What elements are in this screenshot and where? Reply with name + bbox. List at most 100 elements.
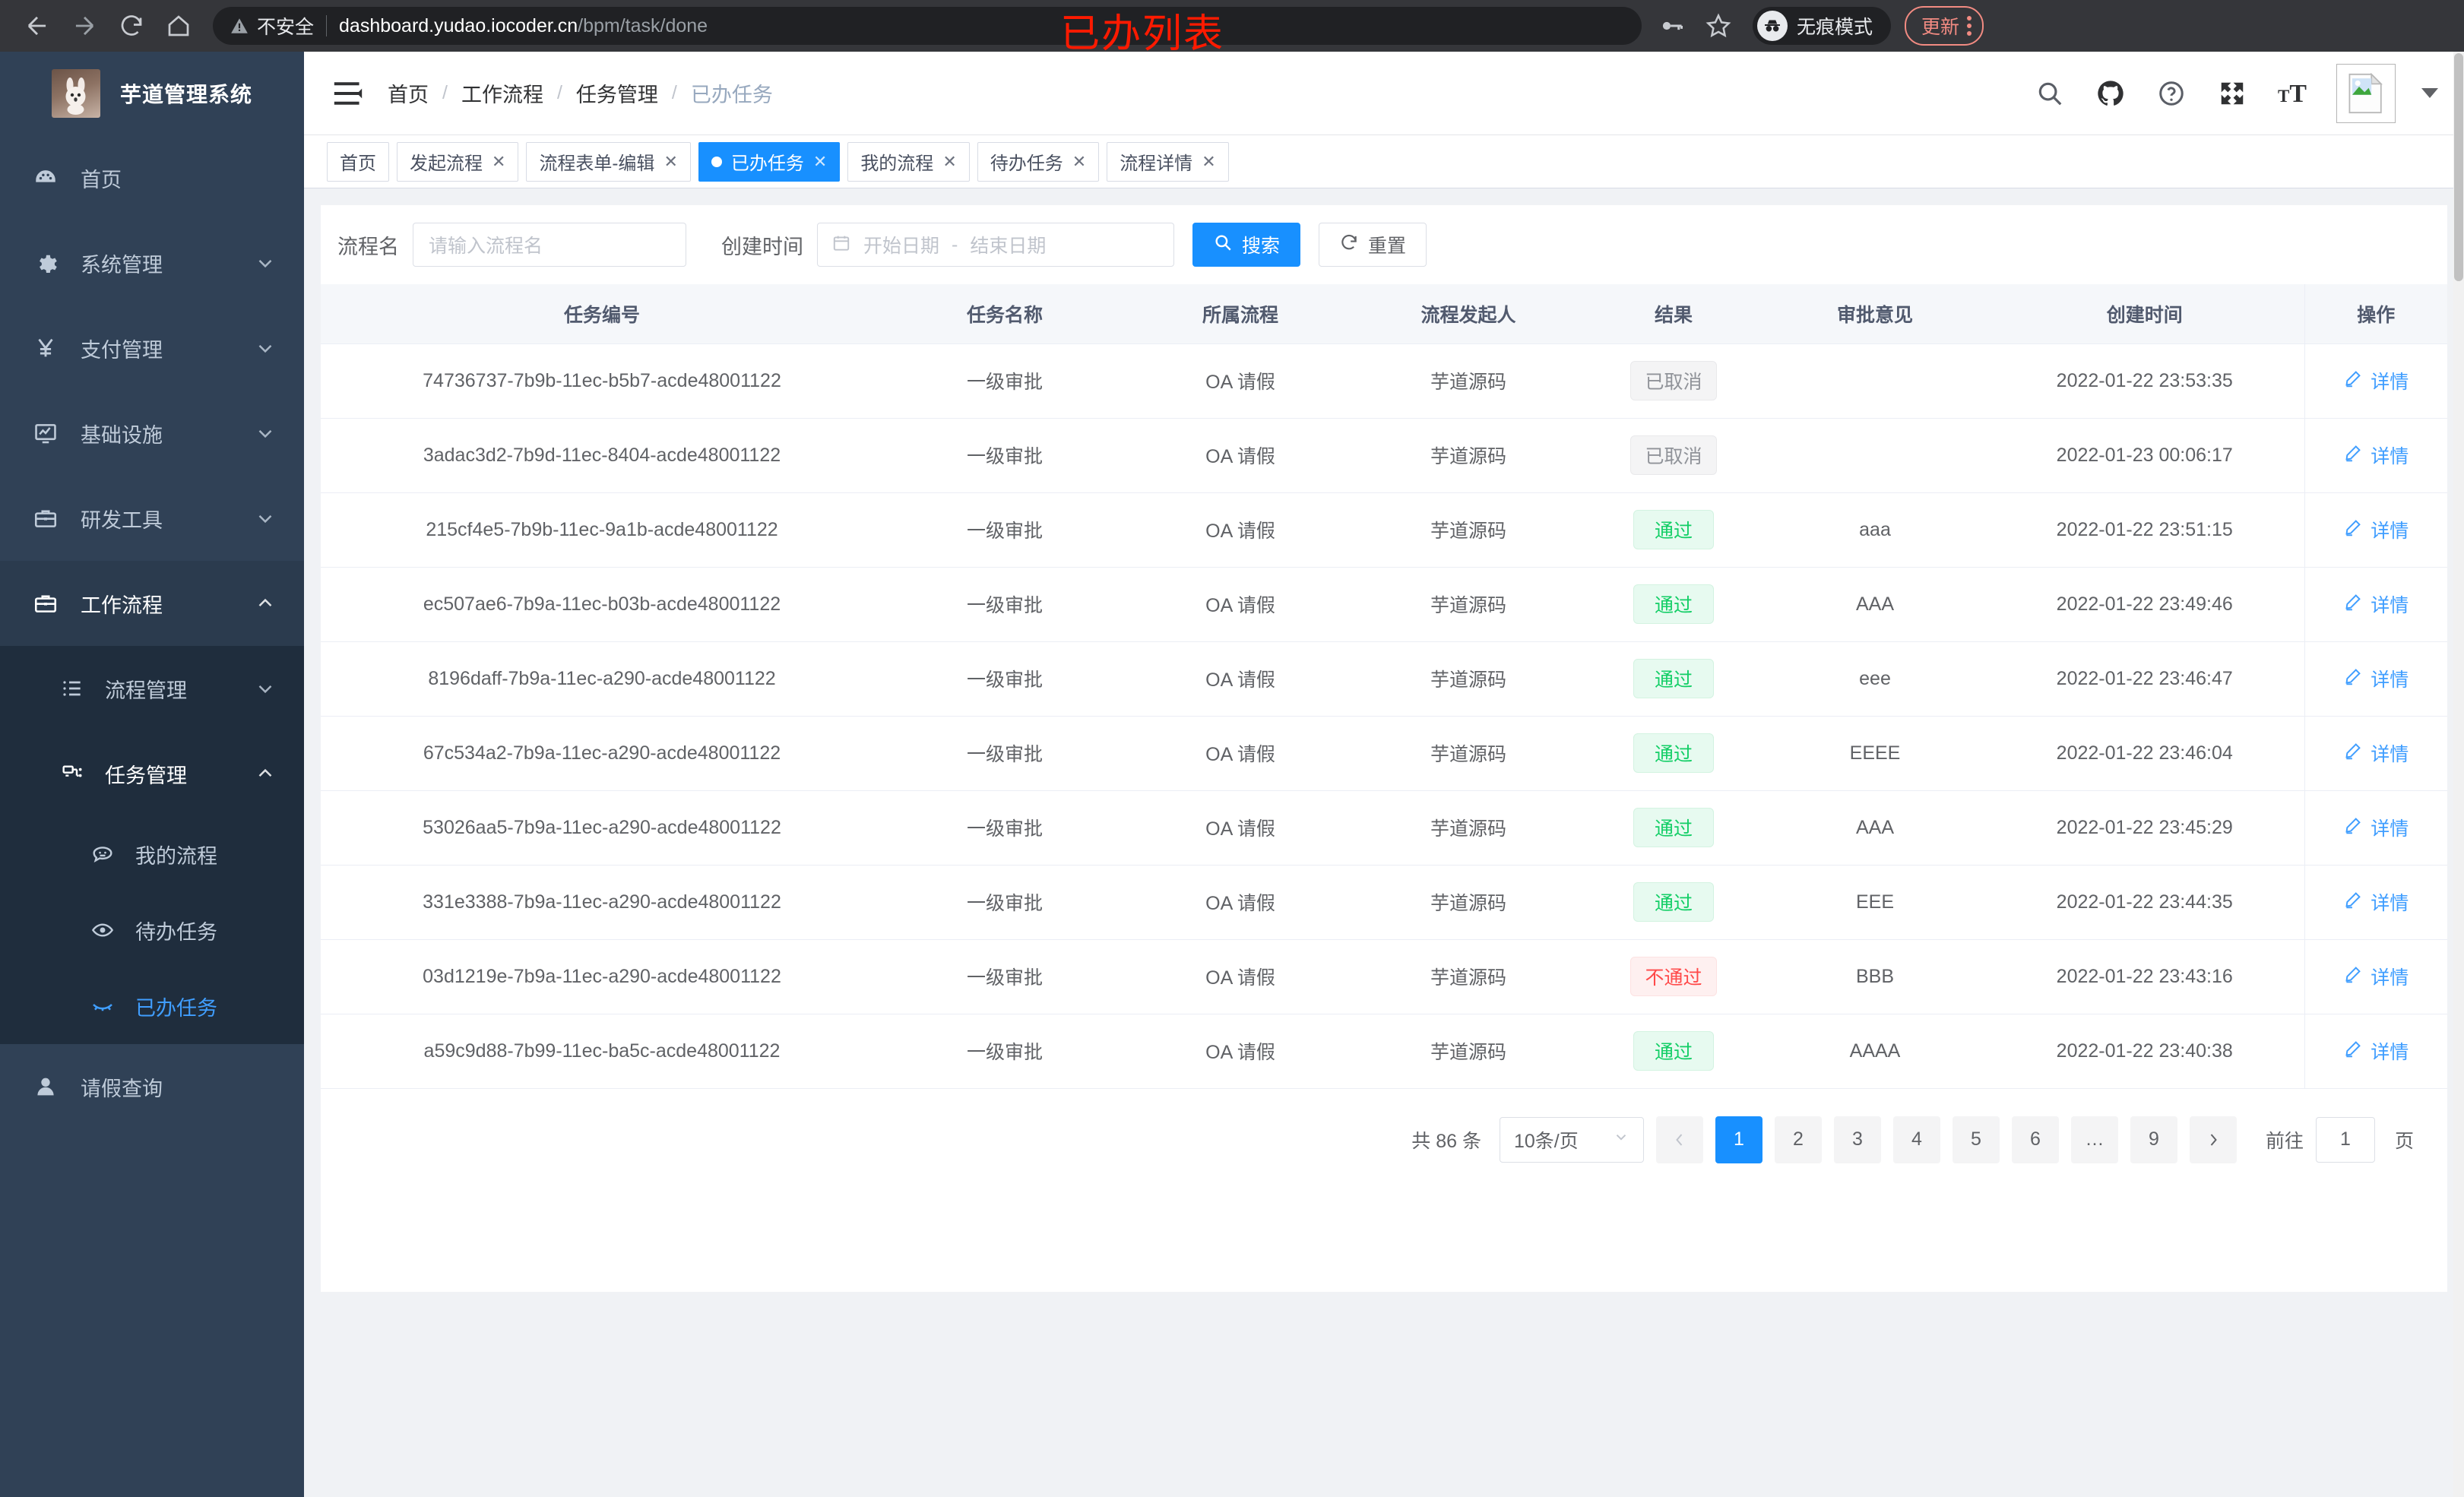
page-button-3[interactable]: 3 — [1833, 1116, 1881, 1163]
next-page-button[interactable] — [2189, 1116, 2237, 1163]
close-icon[interactable]: ✕ — [492, 151, 506, 171]
reload-icon[interactable] — [108, 2, 155, 49]
cell-comment: aaa — [1765, 492, 1985, 568]
table-header-row: 任务编号 任务名称 所属流程 流程发起人 结果 审批意见 创建时间 操作 — [321, 284, 2447, 344]
sidebar-item-done-tasks[interactable]: 已办任务 — [0, 968, 304, 1044]
sidebar-item-workflow[interactable]: 工作流程 — [0, 561, 304, 646]
sidebar-item-payment[interactable]: 支付管理 — [0, 305, 304, 391]
close-icon[interactable]: ✕ — [812, 151, 828, 171]
fullscreen-icon[interactable] — [2215, 76, 2250, 111]
detail-button[interactable]: 详情 — [2343, 516, 2409, 543]
active-dot-icon — [711, 156, 722, 167]
cell-result: 通过 — [1582, 641, 1765, 717]
close-icon[interactable]: ✕ — [664, 151, 678, 171]
page-button-9[interactable]: 9 — [2130, 1116, 2177, 1163]
sidebar-item-label: 待办任务 — [135, 920, 217, 944]
cell-task-name: 一级审批 — [883, 567, 1126, 642]
forward-arrow-icon[interactable] — [61, 2, 108, 49]
table-row: 53026aa5-7b9a-11ec-a290-acde48001122 一级审批… — [321, 790, 2447, 866]
sidebar-item-todo-tasks[interactable]: 待办任务 — [0, 892, 304, 968]
sidebar-item-devtools[interactable]: 研发工具 — [0, 476, 304, 561]
tab-done-tasks[interactable]: 已办任务 ✕ — [698, 141, 841, 182]
cell-initiator: 芋道源码 — [1354, 790, 1582, 866]
detail-button[interactable]: 详情 — [2343, 739, 2409, 767]
goto-page-input[interactable]: 1 — [2315, 1116, 2375, 1163]
date-range-picker[interactable]: 开始日期 - 结束日期 — [817, 223, 1174, 267]
search-icon[interactable] — [2032, 76, 2067, 111]
tab-label: 我的流程 — [860, 153, 934, 174]
page-button-2[interactable]: 2 — [1774, 1116, 1822, 1163]
process-name-input[interactable]: 请输入流程名 — [413, 223, 686, 267]
sidebar: 芋道管理系统 首页 系统管理 支付管理 — [0, 52, 304, 1497]
page-ellipsis[interactable]: … — [2070, 1116, 2118, 1163]
detail-button[interactable]: 详情 — [2343, 1037, 2409, 1065]
cell-task-name: 一级审批 — [883, 790, 1126, 866]
address-bar[interactable]: 不安全 dashboard.yudao.iocoder.cn /bpm/task… — [213, 7, 1642, 45]
sidebar-item-label: 请假查询 — [81, 1077, 163, 1100]
tab-process-detail[interactable]: 流程详情 ✕ — [1107, 141, 1229, 182]
breadcrumb-item-workflow[interactable]: 工作流程 — [461, 84, 543, 106]
github-icon[interactable] — [2093, 76, 2128, 111]
detail-button[interactable]: 详情 — [2343, 442, 2409, 469]
page-scrollbar[interactable] — [2453, 52, 2464, 1497]
tab-process-form-edit[interactable]: 流程表单-编辑 ✕ — [526, 141, 691, 182]
kebab-menu-icon[interactable] — [1967, 16, 1972, 36]
monitor-chart-icon — [32, 419, 59, 447]
pencil-icon — [2343, 517, 2363, 543]
search-button[interactable]: 搜索 — [1192, 223, 1301, 267]
sidebar-item-infrastructure[interactable]: 基础设施 — [0, 391, 304, 476]
page-button-5[interactable]: 5 — [1952, 1116, 2000, 1163]
sidebar-item-my-process[interactable]: 我的流程 — [0, 816, 304, 892]
font-size-icon[interactable]: T T — [2276, 76, 2310, 111]
home-icon[interactable] — [155, 2, 202, 49]
detail-label: 详情 — [2371, 669, 2409, 691]
sidebar-item-leave-query[interactable]: 请假查询 — [0, 1044, 304, 1129]
dashboard-icon — [32, 164, 59, 191]
close-icon[interactable]: ✕ — [942, 151, 957, 171]
page-button-4[interactable]: 4 — [1892, 1116, 1940, 1163]
help-circle-icon[interactable] — [2154, 76, 2189, 111]
brand[interactable]: 芋道管理系统 — [0, 52, 304, 135]
sidebar-item-system[interactable]: 系统管理 — [0, 220, 304, 305]
detail-button[interactable]: 详情 — [2343, 888, 2409, 916]
tab-my-process[interactable]: 我的流程 ✕ — [847, 141, 970, 182]
close-icon[interactable]: ✕ — [1072, 151, 1087, 171]
back-arrow-icon[interactable] — [14, 2, 61, 49]
detail-label: 详情 — [2371, 744, 2409, 765]
cell-comment: AAA — [1765, 790, 1985, 866]
breadcrumb-item-home[interactable]: 首页 — [388, 84, 429, 106]
cell-comment: AAA — [1765, 567, 1985, 642]
sidebar-subitem-task-management[interactable]: 任务管理 — [0, 731, 304, 816]
page-button-6[interactable]: 6 — [2011, 1116, 2059, 1163]
update-button[interactable]: 更新 — [1905, 6, 1984, 46]
tab-todo-tasks[interactable]: 待办任务 ✕ — [977, 141, 1100, 182]
sidebar-subitem-process-management[interactable]: 流程管理 — [0, 646, 304, 731]
detail-button[interactable]: 详情 — [2343, 665, 2409, 692]
detail-button[interactable]: 详情 — [2343, 814, 2409, 841]
hamburger-icon[interactable] — [327, 72, 369, 115]
avatar[interactable] — [2336, 63, 2396, 123]
breadcrumb-item-task-management[interactable]: 任务管理 — [575, 84, 658, 106]
svg-text:T: T — [2289, 79, 2307, 107]
detail-button[interactable]: 详情 — [2343, 963, 2409, 990]
scrollbar-thumb[interactable] — [2454, 53, 2463, 281]
detail-button[interactable]: 详情 — [2343, 590, 2409, 618]
reset-button[interactable]: 重置 — [1319, 223, 1427, 267]
detail-button[interactable]: 详情 — [2343, 367, 2409, 394]
workflow-submenu: 流程管理 任务管理 我的流程 — [0, 646, 304, 1044]
incognito-indicator[interactable]: 无痕模式 — [1753, 7, 1892, 45]
star-icon[interactable] — [1696, 4, 1740, 48]
chevron-down-icon[interactable] — [2421, 88, 2438, 98]
cell-result: 通过 — [1582, 790, 1765, 866]
page-size-select[interactable]: 10条/页 — [1499, 1116, 1644, 1163]
tab-home[interactable]: 首页 — [327, 141, 389, 182]
chat-icon — [90, 841, 116, 867]
prev-page-button[interactable] — [1655, 1116, 1703, 1163]
page-button-1[interactable]: 1 — [1715, 1116, 1762, 1163]
tab-start-process[interactable]: 发起流程 ✕ — [397, 141, 519, 182]
sidebar-item-home[interactable]: 首页 — [0, 135, 304, 220]
cell-initiator: 芋道源码 — [1354, 641, 1582, 717]
close-icon[interactable]: ✕ — [1202, 151, 1216, 171]
key-icon[interactable] — [1649, 4, 1693, 48]
cell-task-id: 8196daff-7b9a-11ec-a290-acde48001122 — [321, 641, 883, 717]
